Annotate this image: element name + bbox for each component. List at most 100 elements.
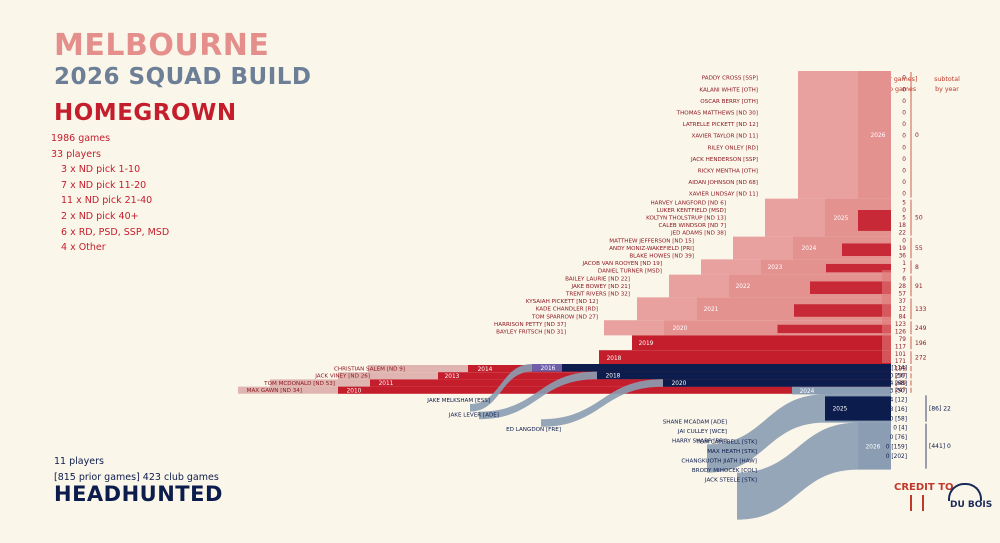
player-games: 171	[895, 359, 906, 365]
player-name: LUKER KENTFIELD [MSD]	[657, 208, 726, 214]
flow-2010	[238, 386, 338, 394]
accent-hh-2016	[532, 364, 562, 372]
player-games: 117	[895, 344, 906, 350]
player-games: 0	[902, 180, 906, 186]
player-games: 0	[902, 87, 906, 93]
player-name: KALANI WHITE [OTH]	[699, 87, 758, 93]
player-games: 0	[902, 122, 906, 128]
subtotal-2022: 91	[915, 283, 923, 290]
player-name: SHANE MCADAM [ADE]	[663, 419, 727, 425]
block-hh-2018	[597, 371, 891, 380]
player-name: JED ADAMS [ND 38]	[670, 231, 726, 237]
player-games: 237	[895, 374, 906, 380]
player-name: ED LANGDON [FRE]	[506, 427, 561, 433]
player-games: 19	[899, 246, 907, 252]
block-hh-2024	[792, 386, 891, 395]
player-games: 0 [76]	[890, 435, 907, 441]
player-games: 0	[902, 99, 906, 105]
homegrown-games: 1986 games	[51, 133, 111, 144]
player-games: 57	[899, 292, 907, 298]
player-name: PADDY CROSS [SSP]	[702, 76, 758, 82]
homegrown-stats: 1986 games 33 players 3 x ND pick 1-10 7…	[51, 131, 169, 256]
year-label-hh-2024: 2024	[800, 389, 815, 395]
block-2026	[858, 71, 891, 199]
player-games: 0	[902, 111, 906, 117]
year-label-2020: 2020	[673, 326, 688, 332]
headhunted-games: [815 prior games] 423 club games	[54, 471, 219, 483]
player-games: 130 [56]	[882, 373, 907, 379]
player-name: RICKY MENTHA [OTH]	[698, 169, 758, 175]
player-games: 123	[895, 322, 906, 328]
player-games: 0	[902, 157, 906, 163]
player-name: BRODY MIHOCEK [COL]	[692, 468, 757, 474]
player-name: KYSAIAH PICKETT [ND 12]	[526, 299, 598, 305]
year-label-hh-2026: 2026	[866, 444, 881, 450]
subtotal-hh-2025: [86] 22	[929, 406, 951, 413]
player-name: BAILEY LAURIE [ND 22]	[565, 276, 630, 282]
flow-2025	[765, 198, 825, 237]
games-band-2025	[858, 210, 891, 231]
flow-2014	[368, 365, 468, 373]
games-band-2022	[810, 281, 891, 294]
player-name: TRENT RIVERS [ND 32]	[565, 292, 630, 298]
player-name: AIDAN JOHNSON [ND 68]	[688, 180, 758, 186]
player-games: 84	[899, 314, 907, 320]
block-hh-2020	[663, 379, 891, 387]
player-name: JACOB VAN ROOYEN [ND 19]	[581, 261, 662, 267]
flow-2022	[669, 274, 729, 298]
games-band-2023	[826, 263, 891, 273]
player-games: 199	[895, 366, 906, 372]
block-2010	[338, 386, 891, 394]
flow-2026	[798, 71, 858, 199]
year-label-hh-2020: 2020	[672, 381, 687, 387]
year-label-2019: 2019	[639, 341, 654, 347]
subtotal-2025: 50	[915, 215, 923, 222]
flow-2021	[637, 297, 697, 321]
player-name: BLAKE HOWES [ND 39]	[629, 254, 694, 260]
player-name: OSCAR BERRY [OTH]	[700, 99, 758, 105]
player-name: KADE CHANDLER [RD]	[536, 307, 598, 313]
player-name: XAVIER TAYLOR [ND 11]	[691, 134, 758, 140]
player-name: TOM CAMPBELL [STK]	[695, 440, 757, 446]
player-name: CALEB WINDSOR [ND 7]	[659, 223, 726, 229]
player-name: TOM MCDONALD [ND 53]	[263, 381, 335, 387]
stat-nd-11-20: 7 x ND pick 11-20	[61, 179, 147, 191]
header-club-games: club games	[880, 86, 916, 93]
player-games: 0	[902, 76, 906, 82]
year-label-2024: 2024	[802, 246, 817, 252]
subtotal-2024: 55	[915, 245, 923, 252]
games-band-2024	[842, 243, 891, 256]
flow-2020	[604, 320, 664, 336]
player-games: 36	[899, 254, 907, 260]
player-games: 0	[902, 238, 906, 244]
player-games: 101	[895, 352, 906, 358]
player-games: 0 [159]	[886, 444, 907, 450]
player-name: JAKE MELKSHAM [ESS]	[426, 398, 490, 404]
stat-nd-1-10: 3 x ND pick 1-10	[61, 164, 141, 176]
player-games: 134 [68]	[882, 381, 907, 387]
flow-hh-2020	[541, 379, 663, 427]
homegrown-title: HOMEGROWN	[54, 100, 237, 126]
credit-line-1: CREDIT TO	[894, 482, 954, 493]
player-games: 0 [202]	[886, 454, 907, 460]
year-label-2021: 2021	[704, 307, 719, 313]
player-name: HARVEY LANGFORD [ND 6]	[650, 200, 726, 206]
credit-logo: CREDIT TO DU BOIS	[894, 482, 994, 518]
year-label-hh-2016: 2016	[541, 366, 556, 372]
player-games: 18 [16]	[886, 407, 907, 413]
homegrown-edge	[882, 270, 891, 363]
subtotal-2023: 8	[915, 264, 919, 271]
stat-nd-40-plus: 2 x ND pick 40+	[61, 210, 139, 222]
subtotal-2018: 272	[915, 355, 927, 362]
year-label-2022: 2022	[736, 284, 751, 290]
year-label-2013: 2013	[445, 374, 460, 380]
player-games: 22	[899, 231, 907, 237]
player-games: 5	[902, 216, 906, 222]
chart-subtitle: 2026 SQUAD BUILD	[54, 64, 312, 90]
block-2019	[632, 335, 891, 351]
credit-arch-icon	[948, 483, 982, 501]
player-name: JACK HENDERSON [SSP]	[690, 157, 758, 163]
player-name: MAX GAWN [ND 34]	[247, 388, 302, 394]
